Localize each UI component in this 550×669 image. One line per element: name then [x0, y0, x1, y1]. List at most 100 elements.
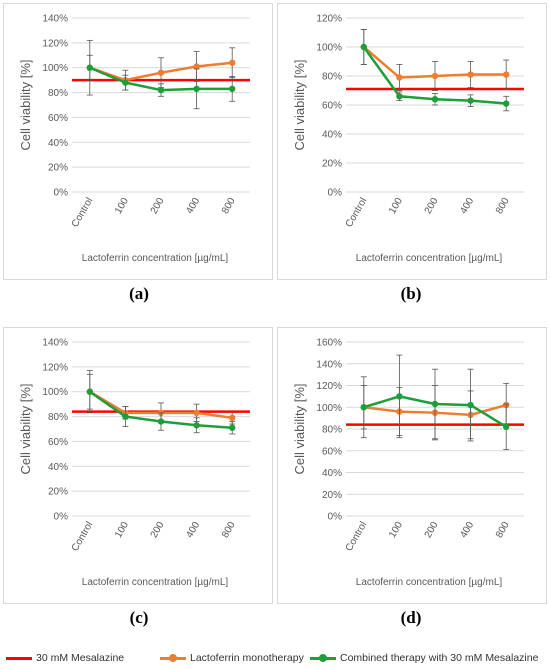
chart-panel-d: 0% 20% 40% 60% 80% 100% 120% 140% 160% Cell viabi…	[277, 327, 547, 604]
x-tick-label: 200	[149, 196, 167, 216]
x-tick-label: 400	[458, 520, 476, 540]
data-point-monotherapy	[503, 71, 510, 78]
y-tick-label: 0%	[328, 512, 343, 523]
x-tick-label: 200	[149, 520, 167, 540]
y-tick-label: 40%	[48, 462, 68, 473]
chart-panel-a: 0% 20% 40% 60% 80% 100% 120% 140% Cell viability…	[3, 3, 273, 280]
data-point-combined	[396, 393, 403, 400]
legend-swatch-monotherapy	[160, 652, 186, 664]
y-tick-label: 40%	[48, 138, 68, 149]
x-tick-label: 200	[423, 520, 441, 540]
y-tick-label: 0%	[54, 188, 69, 199]
x-axis-title: Lactoferrin concentration [µg/mL]	[82, 577, 229, 588]
legend-swatch-combined	[310, 652, 336, 664]
y-tick-label: 100%	[316, 403, 342, 414]
x-tick-label: 100	[113, 196, 131, 216]
x-axis-title: Lactoferrin concentration [µg/mL]	[356, 577, 503, 588]
data-point-combined	[193, 85, 200, 93]
data-point-monotherapy	[229, 59, 236, 66]
panel-label-b: (b)	[400, 284, 422, 303]
x-tick-label: 200	[423, 196, 441, 216]
x-tick-label: Control	[70, 196, 96, 229]
y-tick-label: 0%	[328, 188, 343, 199]
data-point-combined	[467, 401, 474, 409]
y-tick-label: 140%	[42, 14, 68, 25]
y-tick-label: 100%	[316, 43, 342, 54]
y-tick-label: 0%	[54, 512, 69, 523]
data-point-combined	[229, 424, 236, 431]
data-point-combined	[467, 97, 474, 104]
y-axis-title: Cell viability [%]	[292, 383, 307, 474]
y-tick-label: 80%	[48, 412, 68, 423]
data-point-combined	[86, 388, 94, 395]
line-chart-b: 0% 20% 40% 60% 80% 100% 120% Cell viability [%]…	[292, 14, 524, 264]
x-tick-label: Control	[344, 520, 370, 553]
data-point-combined	[157, 418, 165, 425]
y-tick-label: 80%	[322, 425, 342, 436]
y-tick-label: 120%	[42, 38, 68, 49]
legend-swatch-mesalazine	[6, 652, 32, 664]
y-tick-label: 20%	[48, 163, 68, 174]
data-point-combined	[503, 423, 510, 431]
y-tick-label: 140%	[316, 359, 342, 370]
x-axis-title: Lactoferrin concentration [µg/mL]	[82, 253, 229, 264]
data-point-combined	[431, 96, 439, 103]
y-tick-label: 60%	[322, 101, 342, 112]
y-tick-label: 120%	[316, 14, 342, 25]
x-tick-label: 400	[458, 196, 476, 216]
data-point-monotherapy	[396, 74, 403, 81]
data-point-monotherapy	[431, 72, 439, 80]
x-tick-label: 400	[184, 196, 202, 216]
data-point-combined	[360, 404, 367, 411]
data-point-combined	[360, 43, 367, 51]
panel-label-c: (c)	[129, 608, 149, 627]
y-tick-label: 80%	[322, 72, 342, 83]
y-tick-label: 20%	[322, 159, 342, 170]
y-tick-label: 160%	[316, 338, 342, 349]
chart-panel-b: 0% 20% 40% 60% 80% 100% 120% Cell viability [%]…	[277, 3, 547, 280]
y-axis-title: Cell viability [%]	[292, 59, 307, 150]
y-tick-label: 20%	[322, 490, 342, 501]
y-tick-label: 60%	[48, 113, 68, 124]
y-tick-label: 100%	[42, 63, 68, 74]
legend-item-monotherapy: Lactoferrin monotherapy	[160, 648, 304, 668]
data-point-combined	[396, 93, 403, 100]
data-point-combined	[122, 79, 129, 86]
x-tick-label: 800	[494, 520, 512, 540]
y-tick-label: 40%	[322, 468, 342, 479]
legend-item-combined: Combined therapy with 30 mM Mesalazine	[310, 648, 538, 668]
y-tick-label: 20%	[48, 487, 68, 498]
y-axis-title: Cell viability [%]	[18, 383, 33, 474]
y-tick-label: 140%	[42, 338, 68, 349]
data-point-combined	[157, 86, 165, 94]
chart-legend: 30 mM Mesalazine Lactoferrin monotherapy…	[0, 648, 550, 668]
data-point-combined	[122, 413, 129, 420]
x-tick-label: 800	[494, 196, 512, 216]
legend-label-combined: Combined therapy with 30 mM Mesalazine	[340, 652, 539, 664]
y-tick-label: 60%	[322, 446, 342, 457]
y-tick-label: 40%	[322, 130, 342, 141]
x-tick-label: 100	[387, 196, 405, 216]
y-tick-label: 60%	[48, 437, 68, 448]
legend-label-mesalazine: 30 mM Mesalazine	[36, 652, 125, 664]
panel-label-d: (d)	[400, 608, 422, 627]
legend-item-mesalazine: 30 mM Mesalazine	[6, 648, 124, 668]
data-point-monotherapy	[193, 409, 200, 417]
line-chart-d: 0% 20% 40% 60% 80% 100% 120% 140% 160% Cell viabi…	[292, 338, 524, 588]
chart-panel-c: 0% 20% 40% 60% 80% 100% 120% 140% Cell viability…	[3, 327, 273, 604]
data-point-monotherapy	[157, 69, 165, 76]
x-tick-label: 100	[113, 520, 131, 540]
data-point-combined	[431, 400, 439, 408]
y-tick-label: 80%	[48, 88, 68, 99]
data-point-combined	[229, 85, 236, 93]
x-tick-label: Control	[70, 520, 96, 553]
x-tick-label: Control	[344, 196, 370, 229]
data-point-monotherapy	[193, 63, 200, 70]
line-chart-c: 0% 20% 40% 60% 80% 100% 120% 140% Cell viability…	[18, 338, 250, 588]
data-point-combined	[86, 64, 94, 71]
data-point-monotherapy	[229, 414, 236, 422]
y-tick-label: 100%	[42, 387, 68, 398]
data-point-monotherapy	[467, 71, 474, 78]
panel-label-a: (a)	[129, 284, 149, 303]
x-axis-title: Lactoferrin concentration [µg/mL]	[356, 253, 503, 264]
